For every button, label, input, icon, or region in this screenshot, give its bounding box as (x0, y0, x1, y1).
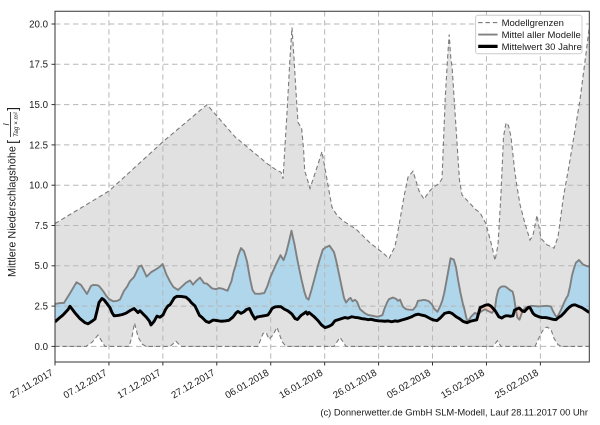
svg-text:7.5: 7.5 (35, 221, 48, 232)
svg-text:5.0: 5.0 (35, 261, 49, 272)
svg-text:2.5: 2.5 (35, 302, 48, 313)
svg-text:[: [ (4, 140, 20, 144)
svg-text:0.0: 0.0 (35, 342, 49, 353)
svg-text:20.0: 20.0 (29, 19, 48, 30)
svg-text:Tag × m²: Tag × m² (13, 111, 20, 137)
svg-text:Modellgrenzen: Modellgrenzen (502, 18, 564, 29)
svg-text:]: ] (4, 107, 20, 111)
svg-text:Mittel aller Modelle: Mittel aller Modelle (502, 30, 581, 41)
svg-text:Mittlere Niederschlagshöhe: Mittlere Niederschlagshöhe (6, 146, 18, 277)
svg-text:10.0: 10.0 (29, 181, 48, 192)
svg-text:(c) Donnerwetter.de GmbH SLM-M: (c) Donnerwetter.de GmbH SLM-Modell, Lau… (320, 406, 588, 417)
svg-text:17.5: 17.5 (29, 60, 48, 71)
svg-text:l: l (2, 123, 11, 125)
svg-text:Mittelwert 30 Jahre: Mittelwert 30 Jahre (502, 42, 582, 53)
svg-text:15.0: 15.0 (29, 100, 48, 111)
svg-text:12.5: 12.5 (29, 140, 48, 151)
